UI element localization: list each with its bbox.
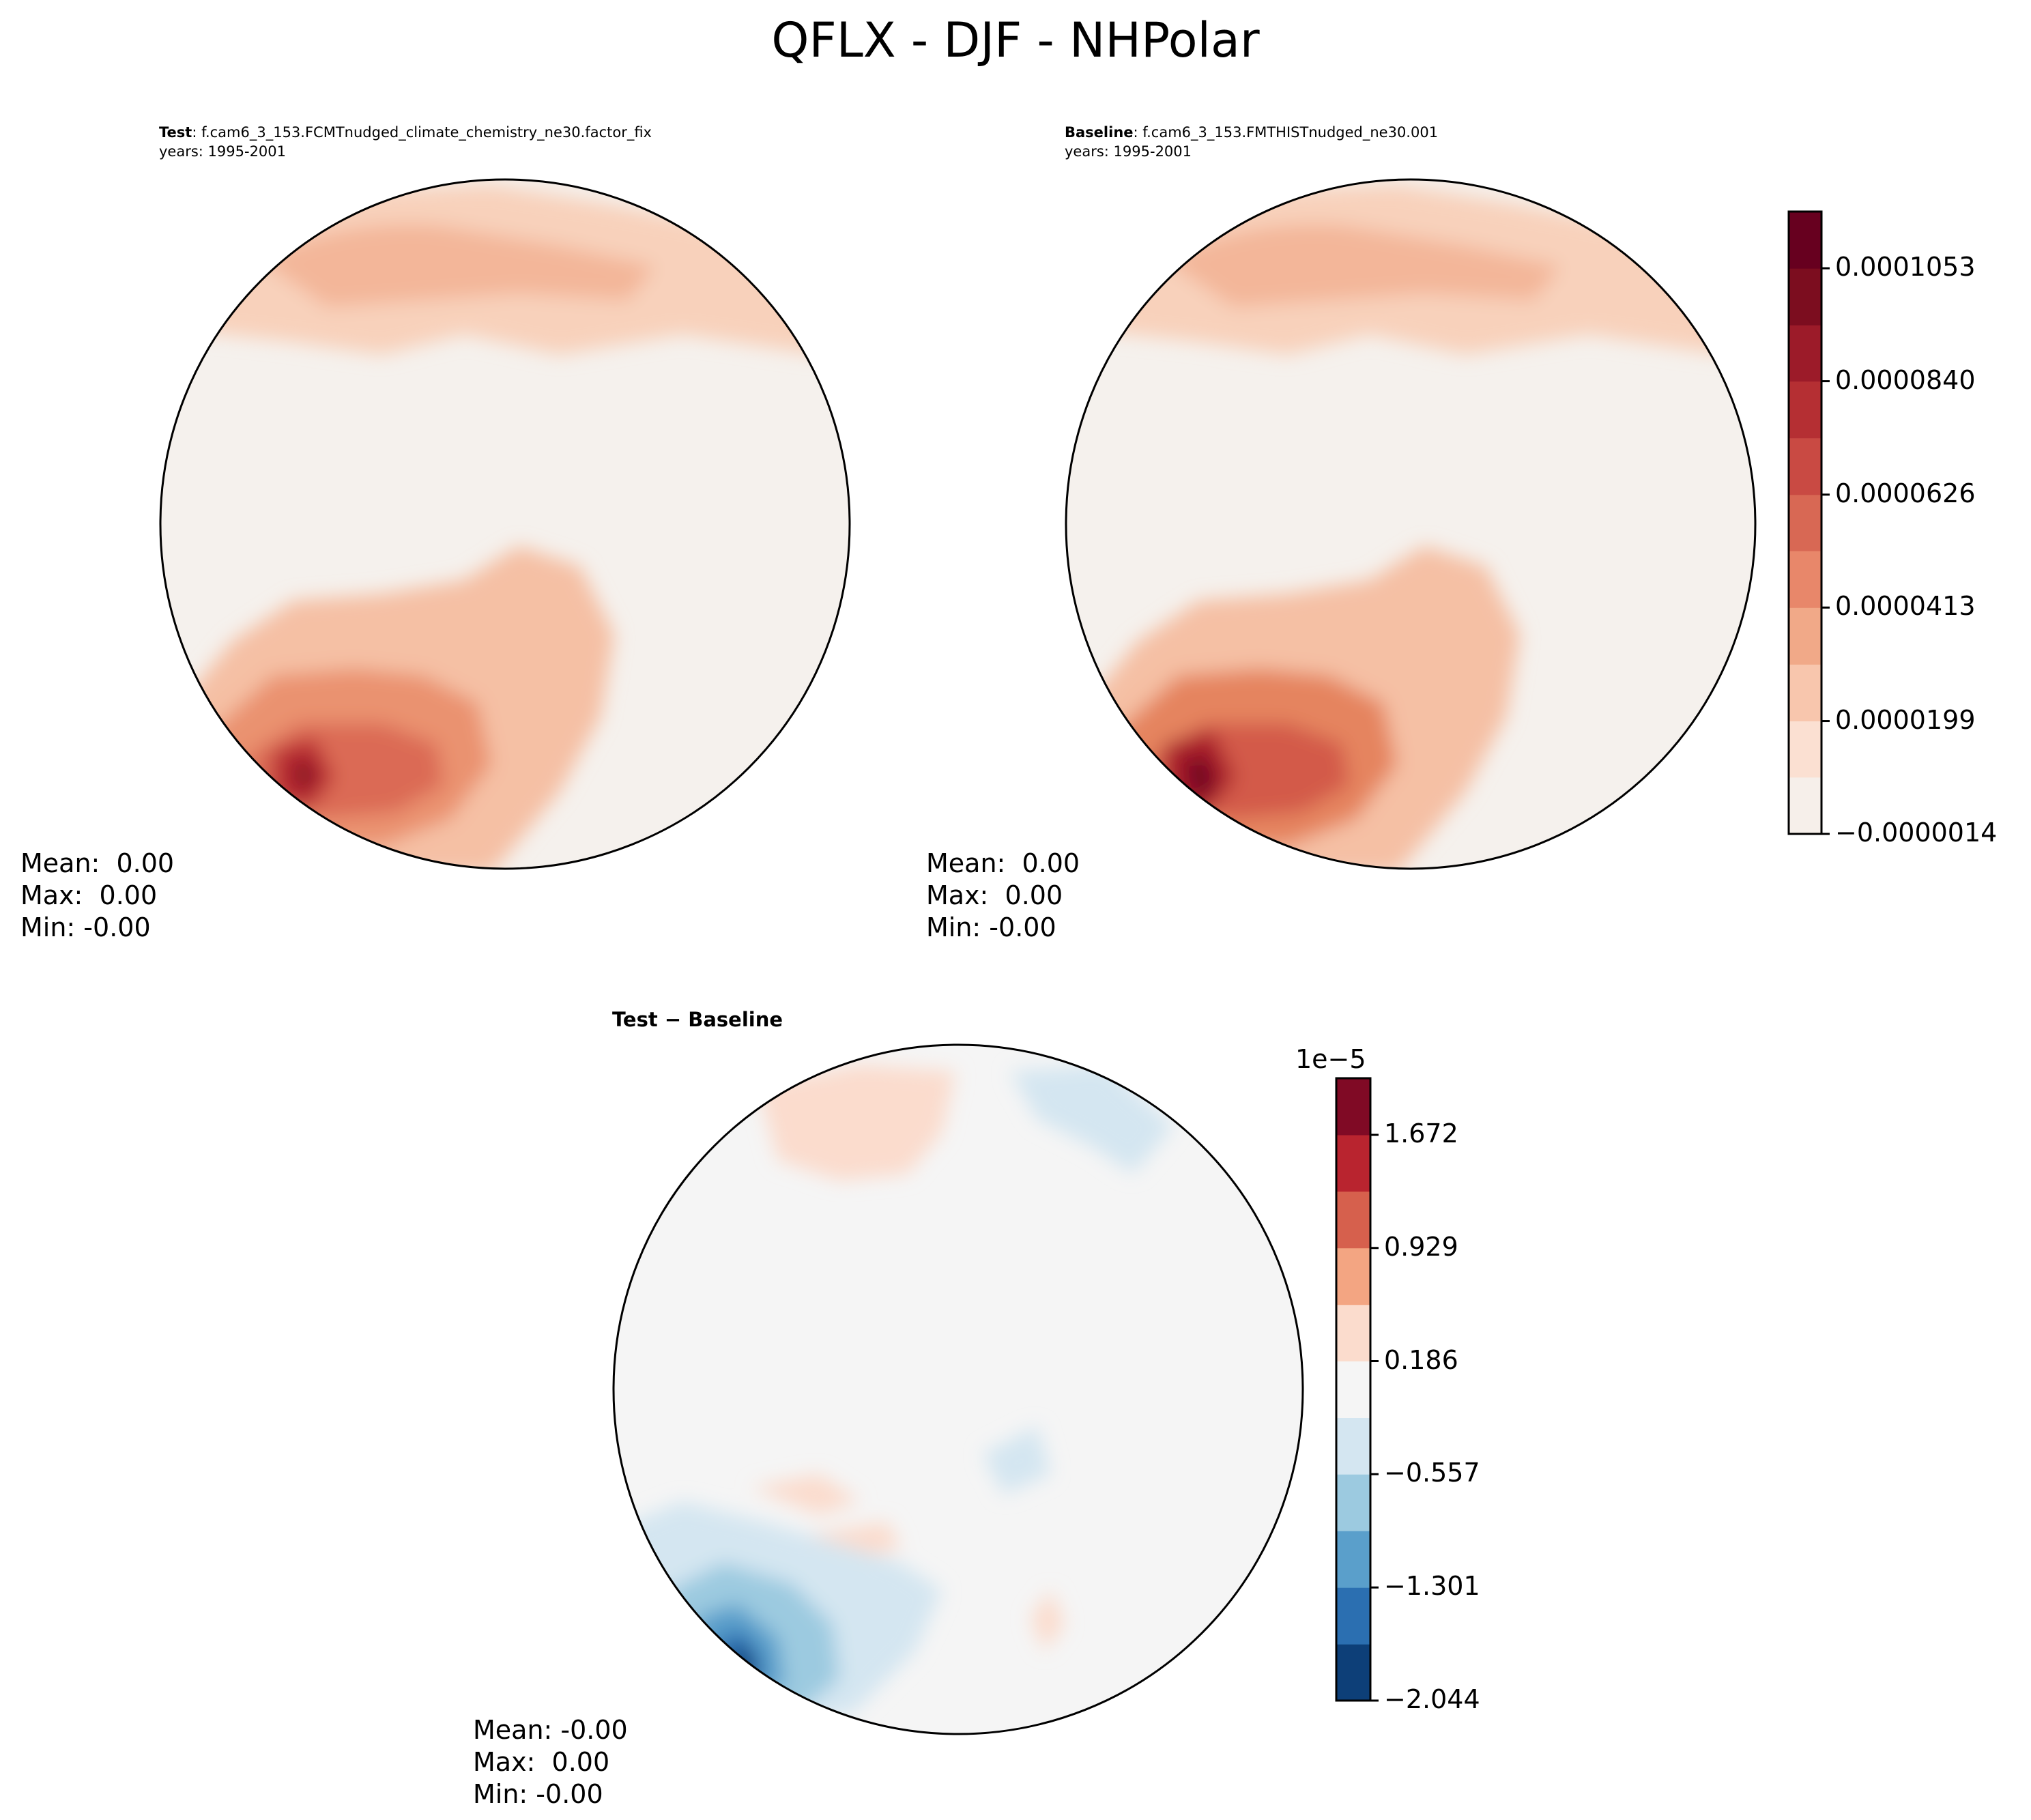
colorbar-segment <box>1336 1078 1370 1136</box>
baseline-case-name: : f.cam6_3_153.FMTHISTnudged_ne30.001 <box>1133 124 1439 141</box>
test-min: Min: -0.00 <box>20 912 151 942</box>
baseline-label: Baseline <box>1065 124 1134 141</box>
colorbar-segment <box>1336 1644 1370 1701</box>
colorbar-tick-label: 0.0000626 <box>1835 478 1976 508</box>
colorbar-segment <box>1789 381 1821 439</box>
colorbar-tick-label: 0.929 <box>1384 1231 1458 1262</box>
colorbar-segment <box>1789 437 1821 495</box>
test-years: years: 1995-2001 <box>159 143 287 160</box>
colorbar-segment <box>1336 1304 1370 1362</box>
colorbar-segment <box>1336 1587 1370 1645</box>
colorbar-segment <box>1789 777 1821 835</box>
colorbar-segment <box>1336 1134 1370 1192</box>
colorbar-tick-label: 0.0001053 <box>1835 252 1976 283</box>
colorbar-tick-label: −0.0000014 <box>1835 818 1998 848</box>
diff-colorbar <box>1335 1077 1379 1702</box>
colorbar-segment <box>1789 494 1821 551</box>
colorbar-segment <box>1789 721 1821 778</box>
colorbar-segment <box>1789 551 1821 608</box>
colorbar-segment <box>1789 212 1821 269</box>
colorbar-segment <box>1336 1474 1370 1531</box>
colorbar-segment <box>1336 1531 1370 1588</box>
colorbar-tick-label: 0.186 <box>1384 1344 1458 1375</box>
colorbar-segment <box>1789 607 1821 665</box>
diff-stats: Mean: -0.00 Max: 0.00 Min: -0.00 <box>473 1714 628 1810</box>
baseline-stats: Mean: 0.00 Max: 0.00 Min: -0.00 <box>926 848 1080 944</box>
test-max: Max: 0.00 <box>20 880 158 910</box>
colorbar-tick-label: −2.044 <box>1384 1684 1480 1714</box>
colorbar-tick-label: −0.557 <box>1384 1458 1480 1488</box>
colorbar-frame <box>1787 210 1823 835</box>
colorbar-tick-label: 1.672 <box>1384 1118 1458 1149</box>
test-case-name: : f.cam6_3_153.FCMTnudged_climate_chemis… <box>192 124 652 141</box>
colorbar-segment <box>1789 325 1821 382</box>
baseline-map <box>1065 178 1757 870</box>
colorbar-segment <box>1336 1247 1370 1305</box>
diff-map <box>612 1043 1304 1735</box>
diff-min: Min: -0.00 <box>473 1779 603 1809</box>
baseline-mean: Mean: 0.00 <box>926 848 1080 878</box>
baseline-years: years: 1995-2001 <box>1065 143 1192 160</box>
diff-max: Max: 0.00 <box>473 1747 610 1777</box>
figure-title: QFLX - DJF - NHPolar <box>771 12 1260 68</box>
diff-colorbar-offset: 1e−5 <box>1295 1044 1366 1074</box>
field-colorbar <box>1787 210 1830 835</box>
colorbar-segment <box>1336 1191 1370 1249</box>
colorbar-tick-label: 0.0000840 <box>1835 364 1976 395</box>
colorbar-segment <box>1336 1417 1370 1475</box>
diff-panel-title: Test − Baseline <box>612 1008 783 1031</box>
test-label: Test <box>159 124 192 141</box>
test-mean: Mean: 0.00 <box>20 848 175 878</box>
colorbar-frame <box>1335 1077 1372 1702</box>
colorbar-segment <box>1336 1361 1370 1418</box>
colorbar-tick-label: 0.0000413 <box>1835 591 1976 622</box>
test-stats: Mean: 0.00 Max: 0.00 Min: -0.00 <box>20 848 174 944</box>
colorbar-tick-label: −1.301 <box>1384 1571 1480 1602</box>
test-map <box>159 178 851 870</box>
baseline-panel-title: Baseline: f.cam6_3_153.FMTHISTnudged_ne3… <box>1065 123 1438 161</box>
test-panel-title: Test: f.cam6_3_153.FCMTnudged_climate_ch… <box>159 123 652 161</box>
baseline-max: Max: 0.00 <box>926 880 1063 910</box>
colorbar-tick-label: 0.0000199 <box>1835 704 1976 735</box>
colorbar-segment <box>1789 664 1821 722</box>
diff-mean: Mean: -0.00 <box>473 1715 628 1745</box>
baseline-min: Min: -0.00 <box>926 912 1056 942</box>
colorbar-segment <box>1789 268 1821 326</box>
